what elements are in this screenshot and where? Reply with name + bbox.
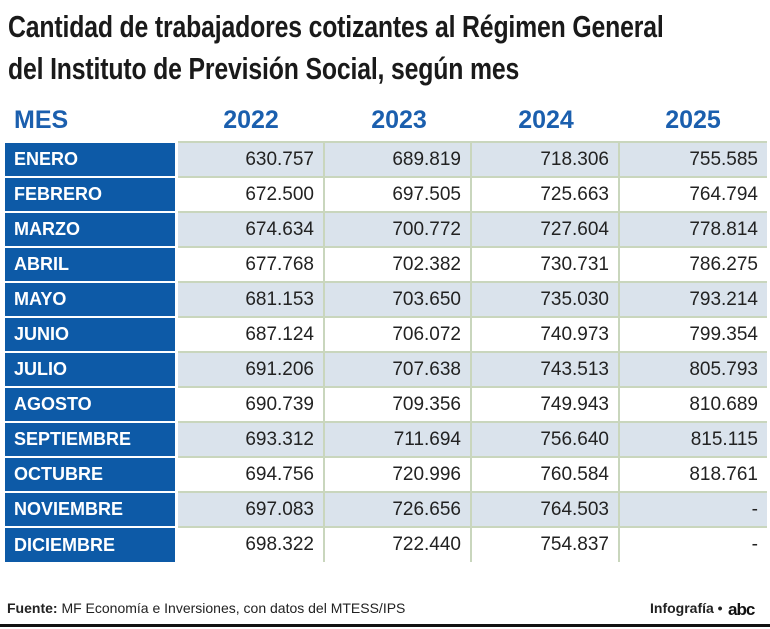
value-cell: 700.772 — [323, 211, 471, 247]
month-cell: ENERO — [5, 141, 178, 177]
value-cell: 735.030 — [470, 281, 619, 317]
abc-logo: abc — [728, 600, 755, 619]
value-cell: 764.794 — [618, 176, 767, 212]
value-cell: 690.739 — [175, 386, 324, 422]
table-row: JULIO 691.206 707.638 743.513 805.793 — [5, 351, 767, 387]
value-cell: 815.115 — [618, 421, 767, 457]
month-cell: NOVIEMBRE — [5, 491, 178, 527]
value-cell: 786.275 — [618, 246, 767, 282]
table-row: OCTUBRE 694.756 720.996 760.584 818.761 — [5, 456, 767, 492]
value-cell: 726.656 — [323, 491, 471, 527]
table-row: JUNIO 687.124 706.072 740.973 799.354 — [5, 316, 767, 352]
value-cell: 730.731 — [470, 246, 619, 282]
header-2022: 2022 — [223, 106, 279, 134]
title-line-2: del Instituto de Previsión Social, según… — [8, 51, 520, 86]
value-cell: 698.322 — [175, 526, 324, 562]
table-row: ABRIL 677.768 702.382 730.731 786.275 — [5, 246, 767, 282]
table-row: ENERO 630.757 689.819 718.306 755.585 — [5, 141, 767, 177]
value-cell: 703.650 — [323, 281, 471, 317]
month-cell: DICIEMBRE — [5, 526, 178, 562]
month-cell: OCTUBRE — [5, 456, 178, 492]
header-2025: 2025 — [665, 106, 721, 134]
value-cell: 674.634 — [175, 211, 324, 247]
value-cell: 697.083 — [175, 491, 324, 527]
month-cell: FEBRERO — [5, 176, 178, 212]
title-line-1: Cantidad de trabajadores cotizantes al R… — [8, 9, 664, 44]
header-2023: 2023 — [371, 106, 427, 134]
table-row: FEBRERO 672.500 697.505 725.663 764.794 — [5, 176, 767, 212]
value-cell: 697.505 — [323, 176, 471, 212]
value-cell: 754.837 — [470, 526, 619, 562]
month-cell: MAYO — [5, 281, 178, 317]
table-row: NOVIEMBRE 697.083 726.656 764.503- — [5, 491, 767, 527]
value-cell: 799.354 — [618, 316, 767, 352]
source-note: Fuente: MF Economía e Inversiones, con d… — [7, 600, 405, 616]
value-cell: - — [618, 526, 767, 562]
value-cell: 727.604 — [470, 211, 619, 247]
value-cell: 755.585 — [618, 141, 767, 177]
month-cell: JULIO — [5, 351, 178, 387]
source-label: Fuente: — [7, 600, 58, 616]
month-cell: JUNIO — [5, 316, 178, 352]
value-cell: 805.793 — [618, 351, 767, 387]
value-cell: - — [618, 491, 767, 527]
value-cell: 693.312 — [175, 421, 324, 457]
value-cell: 630.757 — [175, 141, 324, 177]
value-cell: 677.768 — [175, 246, 324, 282]
value-cell: 672.500 — [175, 176, 324, 212]
value-cell: 702.382 — [323, 246, 471, 282]
value-cell: 711.694 — [323, 421, 471, 457]
value-cell: 718.306 — [470, 141, 619, 177]
value-cell: 818.761 — [618, 456, 767, 492]
table-row: MARZO 674.634 700.772 727.604 778.814 — [5, 211, 767, 247]
value-cell: 756.640 — [470, 421, 619, 457]
value-cell: 725.663 — [470, 176, 619, 212]
header-mes: MES — [14, 106, 69, 134]
month-cell: ABRIL — [5, 246, 178, 282]
value-cell: 691.206 — [175, 351, 324, 387]
data-table: ENERO 630.757 689.819 718.306 755.585 FEBRERO… — [5, 141, 767, 562]
value-cell: 709.356 — [323, 386, 471, 422]
source-text: MF Economía e Inversiones, con datos del… — [61, 600, 406, 616]
value-cell: 760.584 — [470, 456, 619, 492]
table-row: AGOSTO 690.739 709.356 749.943 810.689 — [5, 386, 767, 422]
value-cell: 694.756 — [175, 456, 324, 492]
value-cell: 764.503 — [470, 491, 619, 527]
header-2024: 2024 — [518, 106, 574, 134]
credit: Infografía • — [650, 600, 723, 616]
month-cell: AGOSTO — [5, 386, 178, 422]
month-cell: MARZO — [5, 211, 178, 247]
table-row: SEPTIEMBRE 693.312 711.694 756.640 815.115 — [5, 421, 767, 457]
value-cell: 689.819 — [323, 141, 471, 177]
value-cell: 810.689 — [618, 386, 767, 422]
value-cell: 778.814 — [618, 211, 767, 247]
value-cell: 707.638 — [323, 351, 471, 387]
page-title: Cantidad de trabajadores cotizantes al R… — [8, 6, 770, 90]
value-cell: 722.440 — [323, 526, 471, 562]
value-cell: 681.153 — [175, 281, 324, 317]
table-row: DICIEMBRE 698.322 722.440 754.837- — [5, 526, 767, 562]
month-cell: SEPTIEMBRE — [5, 421, 178, 457]
value-cell: 749.943 — [470, 386, 619, 422]
bottom-rule — [0, 624, 770, 627]
value-cell: 743.513 — [470, 351, 619, 387]
value-cell: 740.973 — [470, 316, 619, 352]
value-cell: 687.124 — [175, 316, 324, 352]
value-cell: 793.214 — [618, 281, 767, 317]
value-cell: 706.072 — [323, 316, 471, 352]
table-row: MAYO 681.153 703.650 735.030 793.214 — [5, 281, 767, 317]
value-cell: 720.996 — [323, 456, 471, 492]
